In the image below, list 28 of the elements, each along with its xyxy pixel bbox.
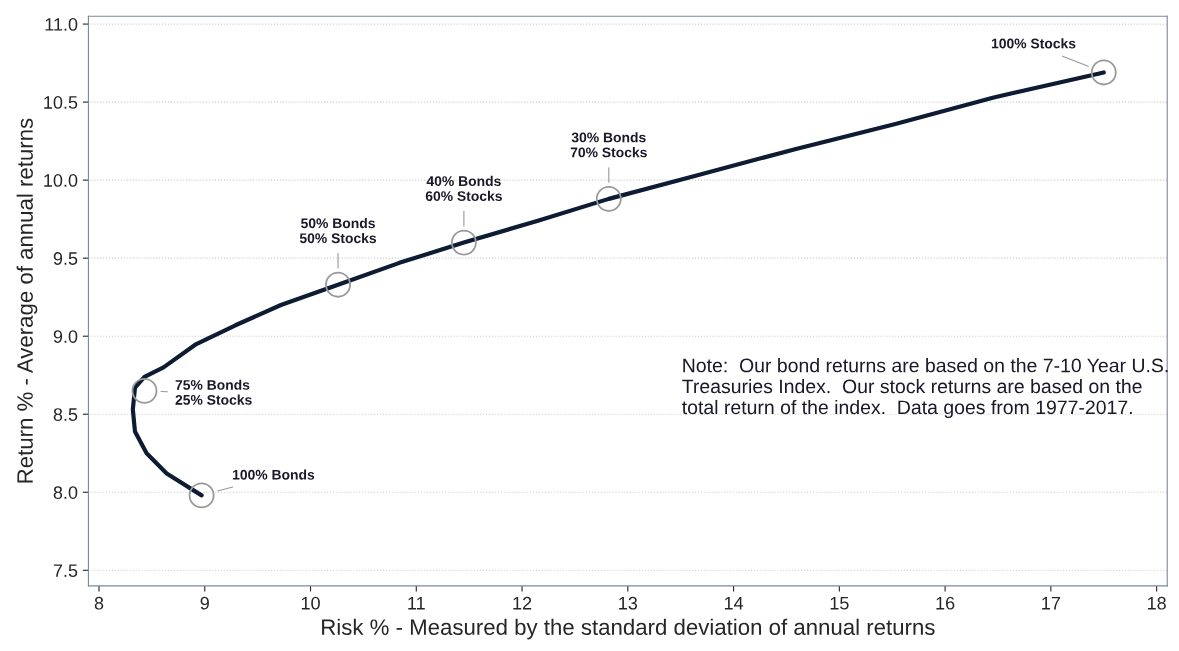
annotation: 40% Bonds 60% Stocks: [425, 175, 502, 201]
y-tick-label: 9.0: [53, 330, 78, 343]
x-tick-label: 18: [1147, 596, 1166, 610]
annotation: 50% Bonds 50% Stocks: [299, 217, 377, 244]
x-tick-label: 11: [408, 596, 425, 610]
annotation: 30% Bonds 70% Stocks: [570, 132, 647, 158]
x-tick-label: 16: [936, 596, 955, 610]
y-tick-label: 8.5: [53, 408, 78, 421]
x-tick-label: 13: [619, 596, 638, 610]
y-tick-label: 9.5: [53, 252, 78, 265]
x-tick-label: 8: [94, 596, 104, 610]
x-axis-title: Risk % - Measured by the standard deviation of annual returns: [322, 618, 935, 640]
y-tick-label: 7.5: [53, 564, 78, 578]
x-tick-label: 9: [200, 596, 209, 610]
x-tick-label: 12: [513, 596, 532, 610]
annotation: 75% Bonds 25% Stocks: [175, 379, 252, 405]
annotation: 100% Bonds: [233, 469, 315, 480]
annotation: Note: Our bond returns are based on the 7-10 Year U.S. Treasuries Index. Our stock returns are based on the total return of the index. Data goes from 1977-2017.: [682, 358, 1168, 419]
x-tick-label: 14: [724, 596, 744, 610]
x-tick-label: 17: [1042, 596, 1061, 610]
annotation: 100% Stocks: [991, 38, 1076, 49]
y-tick-label: 10.0: [44, 174, 78, 187]
y-tick-label: 8.0: [53, 486, 78, 499]
x-tick-label: 15: [830, 596, 849, 610]
y-tick-label: 10.5: [44, 96, 78, 109]
x-tick-label: 10: [301, 596, 320, 610]
y-tick-label: 11.0: [45, 18, 78, 31]
y-axis-title: Return % - Average of annual returns: [16, 118, 38, 483]
